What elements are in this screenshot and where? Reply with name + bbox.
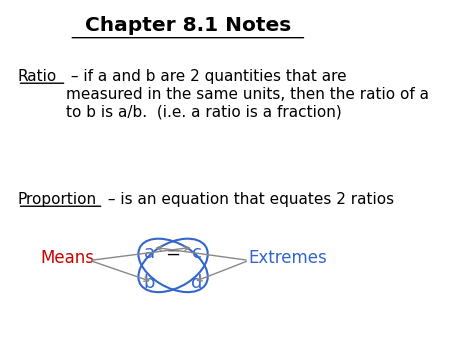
Text: Means: Means [40, 249, 94, 267]
Text: – is an equation that equates 2 ratios: – is an equation that equates 2 ratios [104, 192, 395, 207]
Text: Proportion: Proportion [18, 192, 97, 207]
Text: – if a and b are 2 quantities that are
measured in the same units, then the rati: – if a and b are 2 quantities that are m… [67, 69, 429, 119]
Text: c: c [192, 244, 202, 262]
Text: d: d [191, 274, 203, 292]
Text: Extremes: Extremes [248, 249, 327, 267]
Text: Ratio: Ratio [18, 69, 57, 84]
Text: =: = [166, 244, 180, 262]
Text: a: a [144, 244, 154, 262]
Text: Chapter 8.1 Notes: Chapter 8.1 Notes [85, 16, 291, 35]
Text: b: b [143, 274, 155, 292]
